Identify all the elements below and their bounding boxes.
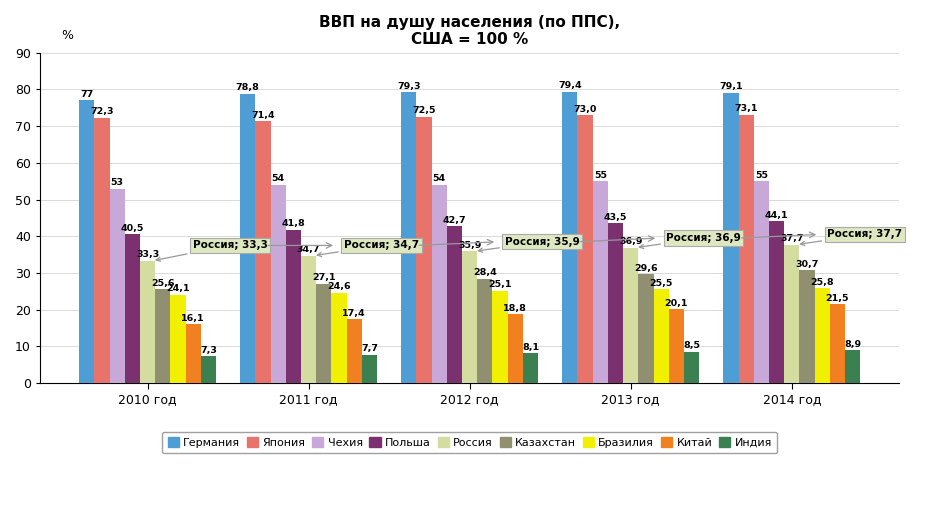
Bar xyxy=(723,93,738,383)
Bar xyxy=(829,304,844,383)
Bar xyxy=(577,115,592,383)
Text: 25,6: 25,6 xyxy=(151,279,174,288)
Bar xyxy=(79,101,95,383)
Text: 18,8: 18,8 xyxy=(503,304,527,312)
Text: 20,1: 20,1 xyxy=(664,299,688,308)
Bar xyxy=(416,117,432,383)
Bar xyxy=(477,279,492,383)
Bar xyxy=(316,283,331,383)
Text: 40,5: 40,5 xyxy=(121,224,144,233)
Bar xyxy=(844,350,859,383)
Bar xyxy=(200,356,215,383)
Bar xyxy=(155,289,170,383)
Bar xyxy=(124,235,140,383)
Text: 25,8: 25,8 xyxy=(809,278,833,287)
Bar xyxy=(95,118,110,383)
Bar xyxy=(286,229,301,383)
Text: 79,1: 79,1 xyxy=(718,83,741,91)
Bar xyxy=(561,92,577,383)
Text: 36,9: 36,9 xyxy=(618,237,642,246)
Bar xyxy=(507,314,522,383)
Bar xyxy=(270,185,286,383)
Text: 72,3: 72,3 xyxy=(90,107,113,116)
Bar xyxy=(522,353,537,383)
Text: 44,1: 44,1 xyxy=(764,211,788,220)
Bar xyxy=(239,94,255,383)
Text: 43,5: 43,5 xyxy=(603,213,626,222)
Text: 33,3: 33,3 xyxy=(135,250,159,260)
Text: 7,3: 7,3 xyxy=(200,346,216,355)
Text: 73,1: 73,1 xyxy=(734,104,757,113)
Text: 55: 55 xyxy=(593,171,606,180)
Text: 79,3: 79,3 xyxy=(396,81,420,90)
Text: Россия; 35,9: Россия; 35,9 xyxy=(478,237,579,252)
Bar xyxy=(346,319,361,383)
Text: 27,1: 27,1 xyxy=(312,273,335,282)
Text: 35,9: 35,9 xyxy=(458,241,481,250)
Text: 24,1: 24,1 xyxy=(166,284,189,293)
Text: 29,6: 29,6 xyxy=(634,264,657,273)
Bar xyxy=(623,248,638,383)
Bar xyxy=(110,188,124,383)
Bar xyxy=(446,226,461,383)
Bar xyxy=(361,355,377,383)
Text: Россия; 33,3: Россия; 33,3 xyxy=(156,240,267,261)
Text: 25,1: 25,1 xyxy=(488,280,511,290)
Text: 24,6: 24,6 xyxy=(327,282,351,291)
Text: 77: 77 xyxy=(80,90,93,99)
Bar xyxy=(301,256,316,383)
Title: ВВП на душу населения (по ППС),
США = 100 %: ВВП на душу населения (по ППС), США = 10… xyxy=(318,15,620,47)
Text: Россия; 37,7: Россия; 37,7 xyxy=(800,229,901,245)
Bar xyxy=(492,291,507,383)
Text: 34,7: 34,7 xyxy=(297,245,320,254)
Bar xyxy=(668,309,683,383)
Legend: Германия, Япония, Чехия, Польша, Россия, Казахстан, Бразилия, Китай, Индия: Германия, Япония, Чехия, Польша, Россия,… xyxy=(161,432,777,454)
Text: 73,0: 73,0 xyxy=(573,105,596,114)
Bar xyxy=(768,221,783,383)
Bar xyxy=(140,261,155,383)
Bar xyxy=(432,185,446,383)
Text: 21,5: 21,5 xyxy=(825,294,848,303)
Bar xyxy=(683,352,699,383)
Text: Россия; 36,9: Россия; 36,9 xyxy=(638,233,741,249)
Text: 54: 54 xyxy=(271,174,284,183)
Text: 8,5: 8,5 xyxy=(682,342,700,350)
Bar xyxy=(170,295,186,383)
Bar xyxy=(814,289,829,383)
Text: 8,9: 8,9 xyxy=(844,340,860,349)
Bar xyxy=(738,115,753,383)
Bar xyxy=(607,223,623,383)
Bar xyxy=(783,244,798,383)
Bar xyxy=(592,181,607,383)
Bar xyxy=(638,275,652,383)
Text: 55: 55 xyxy=(754,171,767,180)
Text: 53: 53 xyxy=(110,178,123,187)
Text: 37,7: 37,7 xyxy=(780,234,803,243)
Text: 28,4: 28,4 xyxy=(472,268,496,277)
Bar xyxy=(652,290,668,383)
Bar xyxy=(461,251,477,383)
Bar xyxy=(401,92,416,383)
Text: 78,8: 78,8 xyxy=(236,84,260,92)
Text: 30,7: 30,7 xyxy=(794,260,818,269)
Text: 72,5: 72,5 xyxy=(412,106,435,116)
Text: 42,7: 42,7 xyxy=(442,216,466,225)
Text: 17,4: 17,4 xyxy=(342,309,366,318)
Text: 54: 54 xyxy=(432,174,445,183)
Text: 41,8: 41,8 xyxy=(281,219,305,228)
Text: 79,4: 79,4 xyxy=(558,81,581,90)
Bar xyxy=(331,293,346,383)
Text: 25,5: 25,5 xyxy=(649,279,672,288)
Bar xyxy=(255,121,270,383)
Text: 16,1: 16,1 xyxy=(181,313,205,322)
Text: Россия; 34,7: Россия; 34,7 xyxy=(317,240,419,256)
Bar xyxy=(753,181,768,383)
Text: 7,7: 7,7 xyxy=(361,344,378,353)
Text: 8,1: 8,1 xyxy=(522,343,538,352)
Bar xyxy=(186,324,200,383)
Text: %: % xyxy=(61,29,73,42)
Bar xyxy=(798,270,814,383)
Text: 71,4: 71,4 xyxy=(251,111,275,119)
